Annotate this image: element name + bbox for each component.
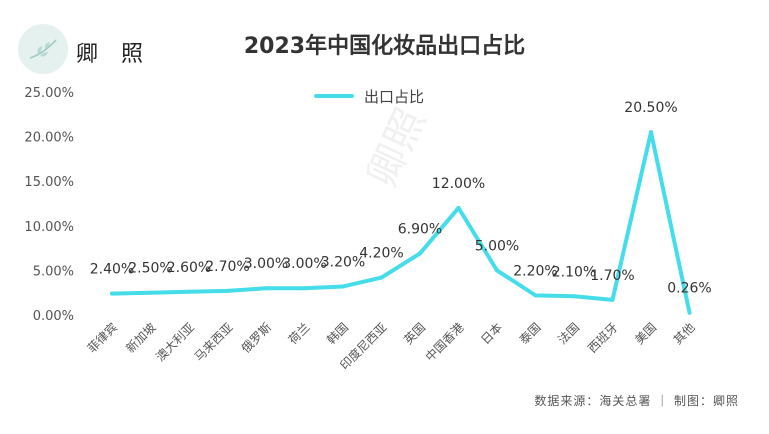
data-label: 0.26% — [667, 281, 711, 297]
data-label: 2.60% — [167, 260, 211, 276]
data-point — [341, 284, 345, 289]
x-tick-label: 俄罗斯 — [239, 320, 274, 355]
data-point — [148, 290, 153, 295]
leaf-icon — [29, 39, 57, 59]
data-point — [379, 275, 384, 280]
data-label: 2.40% — [90, 262, 134, 278]
data-point — [110, 291, 114, 296]
logo-badge — [18, 24, 68, 74]
y-tick-label: 25.00% — [24, 86, 74, 101]
data-labels: 2.40%2.50%2.60%2.70%3.00%3.00%3.20%4.20%… — [90, 100, 712, 297]
data-point — [533, 293, 538, 298]
data-label: 12.00% — [432, 176, 485, 192]
data-label: 20.50% — [624, 100, 677, 116]
x-tick-label: 澳大利亚 — [153, 320, 197, 364]
x-tick-label: 荷兰 — [286, 320, 313, 347]
chart-title: 2023年中国化妆品出口占比 — [243, 34, 526, 59]
data-label: 2.70% — [205, 259, 249, 275]
data-label: 5.00% — [475, 238, 519, 254]
x-tick-label: 美国 — [632, 320, 659, 347]
y-axis: 0.00% 5.00% 10.00% 15.00% 20.00% 25.00% — [24, 86, 74, 324]
series-line — [110, 130, 692, 315]
data-point — [649, 130, 653, 135]
x-tick-label: 西班牙 — [585, 320, 620, 355]
x-tick-label: 新加坡 — [123, 320, 159, 356]
logo-text: 卿 照 — [76, 42, 151, 67]
data-label: 6.90% — [398, 221, 442, 237]
data-label: 3.00% — [282, 256, 326, 272]
y-tick-label: 15.00% — [24, 175, 74, 190]
data-point — [687, 310, 692, 315]
data-point — [610, 297, 615, 302]
data-point — [456, 205, 461, 210]
y-tick-label: 20.00% — [24, 131, 74, 146]
x-tick-label: 韩国 — [324, 320, 352, 348]
x-tick-label: 日本 — [478, 320, 505, 347]
data-label: 4.20% — [359, 246, 403, 262]
data-point — [572, 294, 576, 299]
data-label: 2.20% — [513, 263, 557, 279]
y-tick-label: 10.00% — [24, 220, 74, 235]
x-tick-label: 马来西亚 — [192, 320, 236, 364]
chart-legend: 出口占比 — [314, 85, 424, 107]
data-point — [418, 251, 422, 256]
data-point — [302, 286, 307, 291]
series-export-share — [110, 130, 692, 315]
data-point — [495, 268, 499, 273]
data-point — [264, 286, 268, 291]
source-note: 数据来源：海关总署 ｜ 制图：卿照 — [534, 394, 739, 408]
data-label: 3.20% — [321, 254, 365, 270]
y-tick-label: 5.00% — [33, 264, 74, 279]
y-tick-label: 0.00% — [33, 309, 74, 324]
data-point — [225, 288, 230, 293]
x-tick-label: 英国 — [401, 320, 428, 347]
x-tick-label: 法国 — [555, 320, 582, 347]
x-tick-label: 泰国 — [517, 320, 544, 347]
legend-swatch — [314, 94, 354, 98]
data-point — [187, 289, 191, 294]
legend-label: 出口占比 — [364, 87, 425, 106]
data-label: 2.50% — [128, 261, 172, 277]
data-label: 3.00% — [244, 256, 288, 272]
x-tick-label: 中国香港 — [422, 320, 467, 365]
data-label: 1.70% — [590, 268, 634, 284]
data-label: 2.10% — [552, 264, 596, 280]
x-tick-label: 其他 — [671, 320, 698, 347]
x-tick-label: 菲律宾 — [84, 320, 120, 356]
